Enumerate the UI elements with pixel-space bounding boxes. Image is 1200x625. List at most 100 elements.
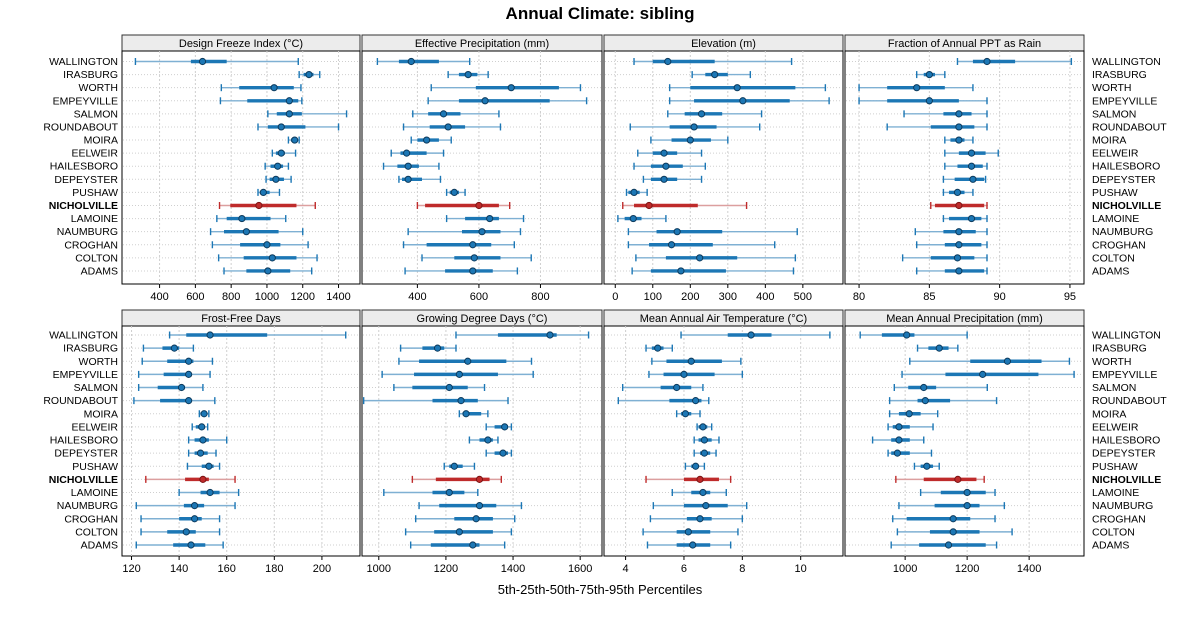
station-label-left: NAUMBURG — [57, 226, 118, 238]
percentile-row — [412, 110, 500, 118]
panel-elevation-m: Elevation (m) 0 100 200 300 400 500 — [603, 34, 844, 303]
percentile-row — [890, 541, 998, 549]
percentile-row — [944, 136, 974, 144]
percentile-row — [287, 136, 300, 144]
median-dot — [925, 97, 933, 105]
median-dot — [664, 57, 672, 66]
median-dot — [464, 357, 472, 365]
percentile-row — [635, 254, 797, 262]
percentile-row — [140, 528, 221, 536]
station-label-left: HAILESBORO — [50, 435, 118, 447]
percentile-row — [892, 515, 996, 523]
percentile-row — [135, 502, 236, 510]
axis-tick-label: 140 — [170, 563, 188, 575]
median-dot — [499, 449, 507, 457]
median-dot — [645, 201, 653, 210]
percentile-row — [421, 254, 532, 262]
percentile-row — [895, 475, 985, 483]
percentile-row — [404, 528, 513, 536]
station-label-right: NICHOLVILLE — [1092, 474, 1161, 486]
percentile-row — [617, 397, 710, 405]
percentile-row — [667, 110, 763, 118]
strip-title: Fraction of Annual PPT as Rain — [888, 38, 1041, 50]
median-dot — [702, 502, 710, 510]
station-label-right: HAILESBORO — [1092, 435, 1160, 447]
station-label-right: COLTON — [1092, 526, 1135, 538]
median-dot — [455, 370, 463, 378]
station-label-right: IRASBURG — [1092, 69, 1147, 81]
chart-title: Annual Climate: sibling — [505, 4, 695, 23]
station-label-left: ADAMS — [81, 540, 118, 552]
station-label-left: PUSHAW — [72, 461, 118, 473]
percentile-row — [668, 97, 830, 105]
median-dot — [182, 528, 190, 536]
percentile-row — [418, 502, 523, 510]
axis-tick-label: 1000 — [367, 563, 391, 575]
percentile-row — [382, 162, 440, 170]
station-label-right: NAUMBURG — [1092, 226, 1153, 238]
median-dot — [205, 462, 213, 470]
axis-tick-label: 600 — [186, 291, 204, 303]
panel-frame — [603, 50, 844, 285]
percentile-row — [896, 528, 1013, 536]
station-label-right: ROUNDABOUT — [1092, 395, 1167, 407]
median-dot — [238, 214, 246, 223]
median-dot — [185, 370, 193, 378]
panel-effective-precipitation-mm: Effective Precipitation (mm) 400 600 800 — [361, 34, 603, 303]
median-dot — [944, 541, 953, 549]
station-label-right: PUSHAW — [1092, 187, 1138, 199]
axis-tick-label: 500 — [794, 291, 812, 303]
median-dot — [920, 383, 928, 392]
percentile-row — [211, 241, 309, 249]
median-dot — [953, 188, 962, 196]
percentile-row — [485, 449, 513, 457]
axis-tick-label: 180 — [265, 563, 283, 575]
median-dot — [264, 267, 272, 275]
median-dot — [196, 449, 205, 457]
axis-tick-label: 200 — [681, 291, 699, 303]
percentile-row — [617, 214, 667, 223]
axis-tick-label: 90 — [994, 291, 1006, 303]
percentile-row — [652, 502, 748, 510]
station-label-right: WORTH — [1092, 356, 1131, 368]
median-dot — [462, 410, 470, 418]
median-dot — [953, 254, 962, 262]
median-dot — [478, 228, 486, 236]
median-dot — [546, 331, 554, 339]
station-label-left: ROUNDABOUT — [43, 395, 118, 407]
station-label-right: CROGHAN — [1092, 513, 1146, 525]
percentile-row — [621, 383, 704, 392]
station-label-right: ADAMS — [1092, 265, 1129, 277]
median-dot — [486, 214, 494, 223]
station-label-left: EELWEIR — [72, 421, 119, 433]
station-label-left: IRASBURG — [63, 343, 118, 355]
station-label-right: MOIRA — [1092, 408, 1126, 420]
station-label-right: EELWEIR — [1092, 421, 1139, 433]
median-dot — [450, 462, 458, 470]
median-dot — [423, 136, 431, 144]
axis-tick-label: 0 — [612, 291, 618, 303]
percentile-row — [631, 267, 795, 275]
axis-tick-label: 8 — [739, 563, 745, 575]
station-label-right: NAUMBURG — [1092, 500, 1153, 512]
axis-tick-label: 800 — [531, 291, 549, 303]
strip-title: Frost-Free Days — [201, 313, 281, 325]
percentile-row — [298, 70, 321, 79]
station-label-left: SALMON — [74, 382, 118, 394]
percentile-row — [627, 228, 798, 236]
percentile-row — [942, 214, 988, 223]
station-label-right: MOIRA — [1092, 135, 1126, 147]
strip-title: Design Freeze Index (°C) — [179, 38, 303, 50]
axis-tick-label: 1400 — [1017, 563, 1041, 575]
station-label-right: PUSHAW — [1092, 461, 1138, 473]
percentile-row — [944, 149, 999, 157]
median-dot — [739, 97, 747, 105]
percentile-row — [691, 70, 752, 79]
percentile-row — [642, 528, 739, 536]
percentile-row — [265, 175, 292, 183]
median-dot — [268, 254, 276, 262]
median-dot — [935, 344, 943, 352]
percentile-row — [271, 149, 297, 157]
percentile-row — [168, 331, 347, 339]
